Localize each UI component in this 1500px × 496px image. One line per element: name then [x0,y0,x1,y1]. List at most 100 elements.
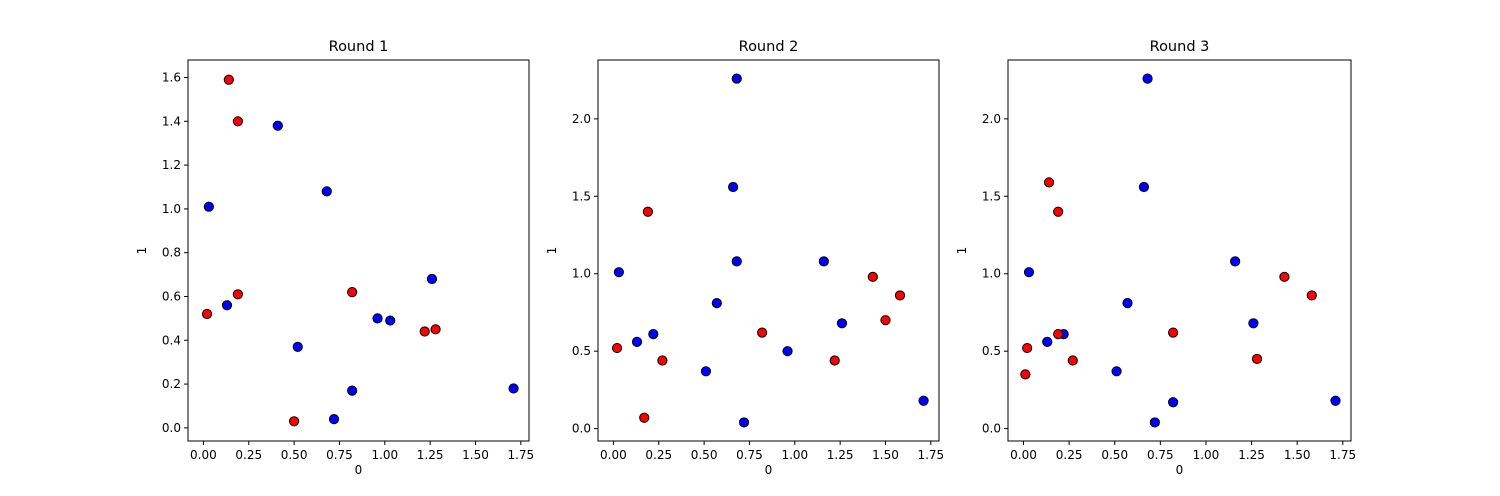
y-tick-label: 1.0 [982,267,1001,281]
x-tick-label: 1.25 [417,448,444,462]
data-point-blue [203,201,214,212]
data-point-red [642,206,653,217]
data-point-red [223,74,234,85]
plot-title: Round 2 [739,39,799,55]
data-point-blue [1042,336,1053,347]
x-axis-title: 0 [765,463,773,477]
data-point-red [867,271,878,282]
data-point-blue [738,417,750,428]
y-tick-label: 2.0 [982,112,1001,126]
data-point-blue [1111,366,1122,377]
y-axis-title: 1 [135,247,149,255]
data-point-red [1053,206,1064,217]
data-point-red [347,287,358,298]
data-point-blue [508,383,519,394]
x-tick-label: 1.00 [781,448,808,462]
data-point-blue [328,414,340,425]
data-point-red [757,327,768,338]
data-point-red [232,116,243,127]
data-point-blue [1230,256,1241,267]
plot-frame [597,59,940,442]
data-point-blue [1248,318,1259,329]
data-point-blue [731,256,742,267]
data-point-red [639,412,650,423]
data-point-blue [728,181,739,193]
x-tick-label: 0.50 [1101,448,1128,462]
x-tick-label: 0.75 [1147,448,1174,462]
x-tick-label: 1.50 [462,448,489,462]
data-point-blue [347,385,358,396]
x-tick-label: 0.00 [600,448,627,462]
plot-title: Round 3 [1150,39,1210,55]
data-point-blue [292,341,303,352]
data-point-red [657,355,668,366]
data-point-red [1168,327,1179,338]
x-tick-label: 0.25 [1056,448,1083,462]
x-tick-label: 0.00 [1010,448,1037,462]
plot-frame [1007,59,1352,442]
data-point-blue [818,256,829,267]
x-tick-label: 0.75 [326,448,353,462]
x-tick-label: 1.25 [827,448,854,462]
x-tick-label: 1.00 [371,448,398,462]
data-point-red [1043,177,1055,188]
data-point-red [1020,369,1031,380]
data-point-red [430,324,441,335]
data-point-red [201,308,213,320]
y-tick-label: 1.5 [982,189,1001,203]
data-point-red [1251,353,1263,365]
y-tick-label: 1.0 [162,202,181,216]
data-point-blue [426,273,438,285]
x-tick-label: 1.00 [1193,448,1220,462]
data-point-blue [221,300,233,311]
plot-frame [187,59,530,442]
data-point-blue [1149,417,1160,428]
x-tick-label: 1.25 [1238,448,1265,462]
y-tick-label: 1.4 [162,114,181,128]
x-tick-label: 1.50 [1284,448,1311,462]
x-tick-label: 0.75 [736,448,763,462]
y-tick-label: 2.0 [572,112,591,126]
y-tick-label: 1.6 [162,71,181,85]
y-tick-label: 0.2 [162,377,181,391]
data-point-blue [272,120,283,131]
data-point-blue [631,336,643,347]
x-axis-title: 0 [355,463,363,477]
data-point-blue [1330,395,1341,406]
x-axis-title: 0 [1176,463,1184,477]
data-point-red [611,342,623,354]
data-point-blue [372,313,383,324]
data-point-blue [1138,181,1150,193]
data-point-blue [1023,267,1035,278]
y-tick-label: 1.2 [162,158,181,172]
scatter-panel-round-1: 0.00 0.25 0.50 0.75 1.00 1.25 1.50 1.750.00.20.… [135,39,534,477]
data-point-red [289,416,300,427]
x-tick-label: 0.25 [235,448,262,462]
data-point-red [232,289,243,300]
y-tick-label: 0.6 [162,289,181,303]
data-point-blue [1122,298,1133,309]
data-point-blue [321,186,332,197]
y-tick-label: 0.8 [162,246,181,260]
data-point-blue [711,298,722,309]
data-point-red [419,326,430,337]
data-point-red [1279,271,1290,282]
x-tick-label: 0.00 [190,448,217,462]
x-tick-label: 1.75 [917,448,944,462]
x-tick-label: 1.50 [872,448,899,462]
data-point-red [1053,329,1064,340]
y-tick-label: 0.5 [982,344,1001,358]
scatter-panel-round-2: 0.00 0.25 0.50 0.75 1.00 1.25 1.50 1.750.00.51.… [545,39,944,477]
data-point-blue [385,315,396,326]
data-point-red [880,315,891,326]
y-tick-label: 1.5 [572,189,591,203]
y-axis-title: 1 [955,247,969,255]
y-tick-label: 0.0 [982,422,1001,436]
data-point-blue [918,395,929,406]
scatter-panel-round-3: 0.00 0.25 0.50 0.75 1.00 1.25 1.50 1.750.00.51.… [955,39,1356,477]
y-tick-label: 0.0 [162,421,181,435]
data-point-red [829,355,840,366]
x-tick-label: 1.75 [507,448,534,462]
data-point-red [1067,355,1078,366]
y-tick-label: 1.0 [572,267,591,281]
